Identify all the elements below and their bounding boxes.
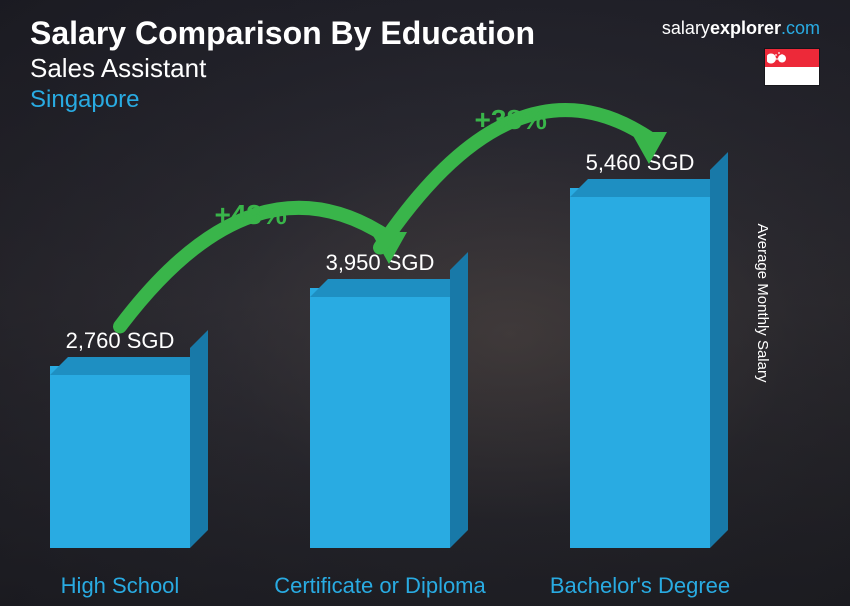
bar-category-label: High School (10, 574, 230, 598)
brand-part2: explorer (710, 18, 781, 38)
y-axis-label: Average Monthly Salary (754, 224, 771, 383)
bar-side-face (710, 152, 728, 548)
header: Salary Comparison By Education Sales Ass… (30, 16, 535, 114)
brand-logo: salaryexplorer.com (662, 18, 820, 39)
percentage-increase-label: +43% (215, 199, 287, 231)
bar-side-face (450, 252, 468, 548)
bar: 2,760 SGDHigh School (50, 366, 190, 548)
salary-bar-chart: 2,760 SGDHigh School3,950 SGDCertificate… (40, 148, 790, 548)
bar-category-label: Certificate or Diploma (270, 574, 490, 598)
country-name: Singapore (30, 86, 535, 114)
bar-front (50, 366, 190, 548)
bar-category-label: Bachelor's Degree (530, 574, 750, 598)
singapore-flag-icon (764, 48, 820, 86)
job-title: Sales Assistant (30, 53, 535, 84)
brand-part3: .com (781, 18, 820, 38)
page-title: Salary Comparison By Education (30, 16, 535, 51)
brand-part1: salary (662, 18, 710, 38)
